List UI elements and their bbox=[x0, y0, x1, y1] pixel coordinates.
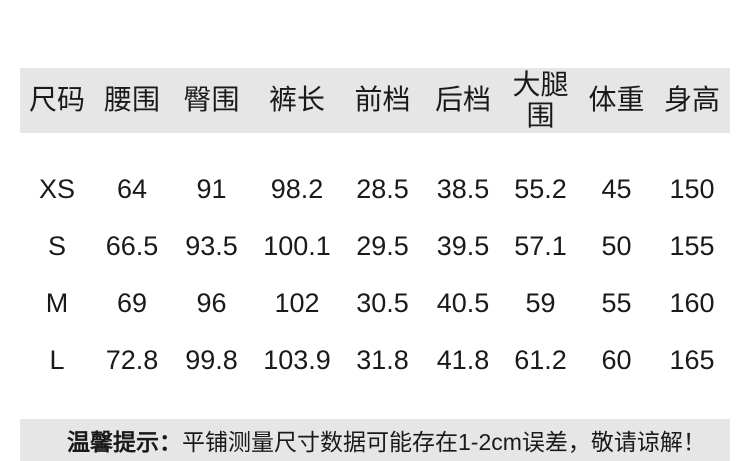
size-cell: 69 bbox=[116, 288, 148, 318]
size-cell: 38.5 bbox=[436, 174, 490, 204]
size-cell: 160 bbox=[669, 288, 715, 318]
size-cell: 50 bbox=[601, 231, 632, 261]
column-header-weight: 体重 bbox=[579, 68, 654, 133]
size-cell: 155 bbox=[669, 231, 715, 261]
size-cell: 31.8 bbox=[356, 345, 409, 375]
size-label: L bbox=[49, 345, 65, 375]
table-row-m: M 69 96 102 30.5 40.5 59 55 160 bbox=[20, 275, 730, 332]
column-header-thigh: 大腿围 bbox=[502, 68, 579, 133]
size-cell: 55 bbox=[601, 288, 632, 318]
size-cell: 91 bbox=[196, 174, 227, 204]
column-header-front-rise: 前档 bbox=[341, 68, 424, 133]
size-cell: 96 bbox=[196, 288, 227, 318]
column-header-size: 尺码 bbox=[20, 68, 94, 133]
table-row-xs: XS 64 91 98.2 28.5 38.5 55.2 45 150 bbox=[20, 161, 730, 218]
column-header-height: 身高 bbox=[654, 68, 730, 133]
bottom-spacer-row bbox=[20, 389, 730, 417]
size-cell: 165 bbox=[669, 345, 715, 375]
size-cell: 41.8 bbox=[436, 345, 490, 375]
notice-bar: 温馨提示： 平铺测量尺寸数据可能存在1-2cm误差，敬请谅解！ bbox=[20, 419, 730, 461]
size-cell: 59 bbox=[525, 288, 556, 318]
size-cell: 100.1 bbox=[263, 231, 331, 261]
size-cell: 66.5 bbox=[105, 231, 159, 261]
top-spacer-row bbox=[20, 133, 730, 161]
notice-text: 平铺测量尺寸数据可能存在1-2cm误差，敬请谅解！ bbox=[182, 429, 706, 455]
size-cell: 39.5 bbox=[436, 231, 490, 261]
column-header-hip: 臀围 bbox=[170, 68, 253, 133]
size-label: S bbox=[47, 231, 66, 261]
size-cell: 72.8 bbox=[105, 345, 159, 375]
size-cell: 57.1 bbox=[514, 231, 567, 261]
size-cell: 45 bbox=[601, 174, 632, 204]
table-row-s: S 66.5 93.5 100.1 29.5 39.5 57.1 50 155 bbox=[20, 218, 730, 275]
column-header-length: 裤长 bbox=[253, 68, 341, 133]
table-row-l: L 72.8 99.8 103.9 31.8 41.8 61.2 60 165 bbox=[20, 332, 730, 389]
size-cell: 150 bbox=[669, 174, 715, 204]
size-cell: 30.5 bbox=[356, 288, 409, 318]
size-cell: 28.5 bbox=[356, 174, 409, 204]
size-cell: 40.5 bbox=[436, 288, 490, 318]
size-chart-table: 尺码 腰围 臀围 裤长 前档 后档 大腿围 体重 身高 XS 64 91 98.… bbox=[20, 68, 730, 417]
size-cell: 99.8 bbox=[185, 345, 238, 375]
size-cell: 61.2 bbox=[514, 345, 567, 375]
size-cell: 60 bbox=[601, 345, 632, 375]
size-cell: 29.5 bbox=[356, 231, 409, 261]
notice-prefix: 温馨提示： bbox=[67, 429, 182, 455]
header-row: 尺码 腰围 臀围 裤长 前档 后档 大腿围 体重 身高 bbox=[20, 68, 730, 133]
size-cell: 102 bbox=[274, 288, 320, 318]
size-label: M bbox=[45, 288, 69, 318]
size-cell: 103.9 bbox=[263, 345, 331, 375]
column-header-waist: 腰围 bbox=[94, 68, 170, 133]
size-cell: 98.2 bbox=[270, 174, 324, 204]
size-cell: 93.5 bbox=[185, 231, 238, 261]
size-cell: 55.2 bbox=[514, 174, 567, 204]
column-header-back-rise: 后档 bbox=[424, 68, 502, 133]
size-label: XS bbox=[38, 174, 76, 204]
size-cell: 64 bbox=[116, 174, 148, 204]
